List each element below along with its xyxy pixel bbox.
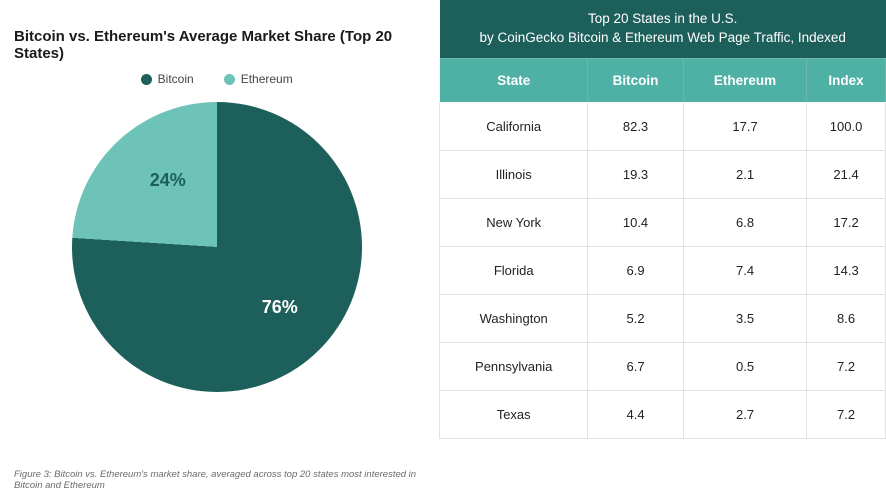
pie-label-bitcoin: 76% — [262, 297, 298, 318]
chart-title: Bitcoin vs. Ethereum's Average Market Sh… — [14, 28, 419, 62]
cell-state: Texas — [440, 390, 588, 438]
table-title-row: Top 20 States in the U.S. by CoinGecko B… — [440, 0, 886, 58]
cell-ethereum: 0.5 — [684, 342, 807, 390]
chart-caption: Figure 3: Bitcoin vs. Ethereum's market … — [14, 459, 419, 491]
states-table: Top 20 States in the U.S. by CoinGecko B… — [439, 0, 886, 439]
pie-chart-wrap: 76% 24% — [14, 102, 419, 459]
cell-bitcoin: 5.2 — [588, 294, 684, 342]
table-row: Florida6.97.414.3 — [440, 246, 886, 294]
table-title-line2: by CoinGecko Bitcoin & Ethereum Web Page… — [479, 30, 845, 45]
cell-state: New York — [440, 198, 588, 246]
table-row: Pennsylvania6.70.57.2 — [440, 342, 886, 390]
cell-index: 21.4 — [807, 150, 886, 198]
cell-ethereum: 7.4 — [684, 246, 807, 294]
col-state: State — [440, 58, 588, 102]
table-body: California82.317.7100.0Illinois19.32.121… — [440, 102, 886, 438]
cell-bitcoin: 6.9 — [588, 246, 684, 294]
cell-ethereum: 2.1 — [684, 150, 807, 198]
cell-ethereum: 2.7 — [684, 390, 807, 438]
table-row: New York10.46.817.2 — [440, 198, 886, 246]
col-index: Index — [807, 58, 886, 102]
cell-index: 7.2 — [807, 342, 886, 390]
cell-index: 14.3 — [807, 246, 886, 294]
cell-state: Washington — [440, 294, 588, 342]
cell-bitcoin: 4.4 — [588, 390, 684, 438]
legend-label-bitcoin: Bitcoin — [158, 72, 194, 86]
table-header-row: State Bitcoin Ethereum Index — [440, 58, 886, 102]
cell-index: 8.6 — [807, 294, 886, 342]
cell-bitcoin: 82.3 — [588, 102, 684, 150]
col-ethereum: Ethereum — [684, 58, 807, 102]
table-row: Illinois19.32.121.4 — [440, 150, 886, 198]
cell-state: California — [440, 102, 588, 150]
cell-ethereum: 6.8 — [684, 198, 807, 246]
legend-swatch-ethereum — [224, 74, 235, 85]
cell-ethereum: 17.7 — [684, 102, 807, 150]
cell-index: 100.0 — [807, 102, 886, 150]
cell-bitcoin: 6.7 — [588, 342, 684, 390]
col-bitcoin: Bitcoin — [588, 58, 684, 102]
table-title-cell: Top 20 States in the U.S. by CoinGecko B… — [440, 0, 886, 58]
chart-legend: Bitcoin Ethereum — [14, 72, 419, 86]
legend-item-bitcoin: Bitcoin — [141, 72, 194, 86]
cell-index: 7.2 — [807, 390, 886, 438]
cell-bitcoin: 19.3 — [588, 150, 684, 198]
table-title-line1: Top 20 States in the U.S. — [588, 11, 737, 26]
legend-swatch-bitcoin — [141, 74, 152, 85]
cell-state: Illinois — [440, 150, 588, 198]
table-row: California82.317.7100.0 — [440, 102, 886, 150]
pie-label-ethereum: 24% — [150, 170, 186, 191]
cell-state: Florida — [440, 246, 588, 294]
table-row: Washington5.23.58.6 — [440, 294, 886, 342]
legend-item-ethereum: Ethereum — [224, 72, 293, 86]
cell-ethereum: 3.5 — [684, 294, 807, 342]
cell-bitcoin: 10.4 — [588, 198, 684, 246]
pie-chart: 76% 24% — [72, 102, 362, 392]
legend-label-ethereum: Ethereum — [241, 72, 293, 86]
cell-state: Pennsylvania — [440, 342, 588, 390]
chart-panel: Bitcoin vs. Ethereum's Average Market Sh… — [0, 0, 429, 501]
cell-index: 17.2 — [807, 198, 886, 246]
table-panel: Top 20 States in the U.S. by CoinGecko B… — [439, 0, 886, 501]
table-row: Texas4.42.77.2 — [440, 390, 886, 438]
